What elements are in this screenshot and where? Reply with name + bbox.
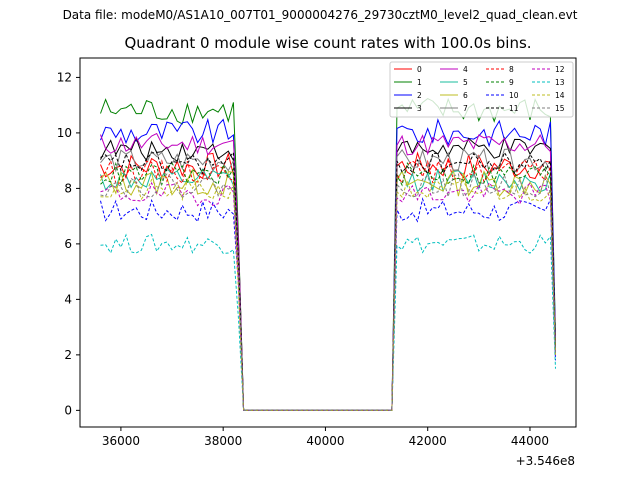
x-tick-label: 44000	[511, 434, 549, 448]
legend-label-3: 3	[417, 104, 422, 113]
legend-label-9: 9	[509, 78, 514, 87]
series-line-13	[100, 233, 556, 411]
legend-label-8: 8	[509, 65, 514, 74]
series-line-10	[100, 197, 556, 411]
y-tick-label: 4	[64, 292, 72, 306]
legend-label-11: 11	[509, 104, 519, 113]
legend-label-6: 6	[463, 91, 468, 100]
legend-label-2: 2	[417, 91, 422, 100]
legend-label-13: 13	[555, 78, 565, 87]
x-tick-label: 42000	[409, 434, 447, 448]
series-lines	[100, 97, 556, 411]
data-file-title: Data file: modeM0/AS1A10_007T01_90000042…	[62, 8, 578, 22]
series-line-0	[100, 151, 556, 411]
y-tick-label: 8	[64, 181, 72, 195]
x-tick-label: 36000	[102, 434, 140, 448]
plot-area-frame	[79, 57, 577, 428]
legend-label-15: 15	[555, 104, 565, 113]
series-line-9	[100, 161, 556, 411]
y-tick-label: 2	[64, 348, 72, 362]
series-line-15	[100, 173, 556, 411]
series-line-3	[100, 136, 556, 411]
x-tick-label: 40000	[306, 434, 344, 448]
legend-label-0: 0	[417, 65, 422, 74]
x-tick-label: 38000	[204, 434, 242, 448]
y-tick-label: 0	[64, 403, 72, 417]
x-offset-label: +3.546e8	[516, 454, 575, 468]
y-tick-label: 6	[64, 237, 72, 251]
legend-label-7: 7	[463, 104, 468, 113]
series-line-1	[100, 97, 556, 411]
legend-label-10: 10	[509, 91, 519, 100]
legend-box	[389, 61, 574, 118]
legend-label-1: 1	[417, 78, 422, 87]
legend-label-12: 12	[555, 65, 565, 74]
series-line-8	[100, 159, 556, 411]
series-line-6	[100, 168, 556, 411]
series-line-11	[100, 151, 556, 411]
legend-label-5: 5	[463, 78, 468, 87]
y-tick-label: 10	[57, 126, 72, 140]
series-line-12	[100, 181, 556, 411]
chart-title: Quadrant 0 module wise count rates with …	[124, 34, 532, 52]
series-line-4	[100, 132, 556, 411]
series-line-2	[100, 117, 556, 411]
y-tick-label: 12	[57, 70, 72, 84]
series-line-5	[100, 167, 556, 411]
legend-label-14: 14	[555, 91, 565, 100]
legend-label-4: 4	[463, 65, 468, 74]
series-line-14	[100, 178, 556, 411]
